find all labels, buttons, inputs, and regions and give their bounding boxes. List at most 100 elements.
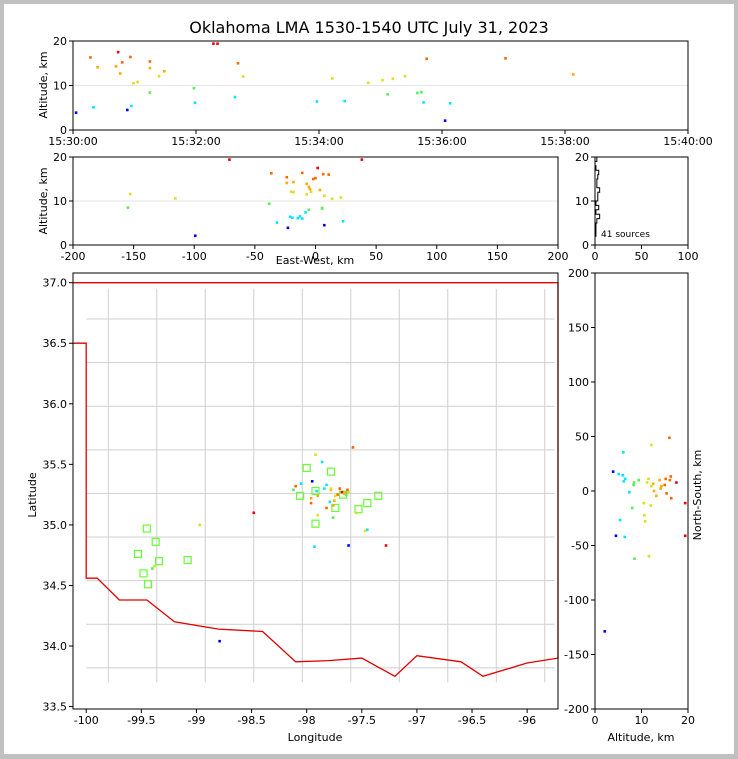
east-west-xlabel: East-West, km (276, 254, 354, 267)
time-height-point (236, 61, 240, 65)
east-west-point (323, 194, 326, 198)
north-south-point (669, 475, 673, 478)
plan-view-point (252, 511, 256, 515)
latitude-ytick-label: 36.0 (43, 398, 68, 411)
east-west-point (320, 207, 324, 210)
plan-view-point (331, 504, 335, 507)
north-south-point (651, 482, 655, 486)
lma-station-marker (295, 491, 305, 500)
lma-station-marker (302, 463, 311, 473)
time-height-point (216, 42, 219, 45)
north-south-point (622, 450, 625, 454)
time-height-point (148, 91, 152, 94)
plan-view-point (332, 499, 336, 502)
east-west-point (300, 171, 304, 175)
time-height-ytick-label: 10 (53, 80, 67, 93)
north-south-ytick-label: -150 (564, 649, 589, 662)
time-xtick-label: 15:38:00 (540, 135, 589, 148)
east-west-xtick-label: -200 (61, 250, 86, 263)
east-west-xtick-label: 150 (487, 250, 508, 263)
east-west-point (289, 190, 293, 194)
east-west-ytick-label: 10 (53, 195, 67, 208)
plan-view-point (329, 487, 333, 490)
lma-station-marker (142, 524, 151, 533)
plan-view-point (294, 484, 297, 488)
plan-view-point (351, 446, 355, 449)
north-south-point (632, 481, 636, 484)
north-south-point (669, 496, 673, 500)
north-south-ylabel: North-South, km (691, 450, 704, 541)
time-height-panel: Altitude, km 15:30:00 15:32:00 15:34:00 15:… (37, 35, 713, 148)
time-height-ylabel: Altitude, km (37, 51, 50, 118)
lma-figure: Oklahoma LMA 1530-1540 UTC July 31, 2023… (26, 18, 713, 744)
time-height-point (315, 100, 319, 103)
source-count-label: 41 sources (601, 230, 650, 240)
latitude-ytick-label: 34.5 (43, 579, 68, 592)
plan-view-point (309, 501, 313, 505)
north-south-point (637, 478, 641, 482)
east-west-xtick-label: -150 (121, 250, 146, 263)
east-west-point (292, 190, 295, 194)
time-height-point (193, 101, 197, 105)
east-west-xtick-label: -50 (246, 250, 264, 263)
north-south-ytick-label: 0 (582, 485, 589, 498)
lma-station-marker (326, 467, 336, 476)
east-west-point (126, 206, 130, 209)
latitude-ytick-label: 33.5 (43, 701, 68, 714)
time-height-point (386, 93, 389, 96)
east-west-xtick-label: -100 (182, 250, 207, 263)
lma-station-marker (311, 486, 320, 496)
plan-view-point (323, 487, 326, 490)
east-west-point (311, 177, 315, 181)
lma-station-marker (143, 580, 153, 589)
plan-xlabel: Longitude (288, 731, 343, 744)
north-south-xtick-label: 0 (592, 714, 599, 727)
plan-view-point (354, 511, 358, 515)
north-south-point (623, 477, 627, 481)
longitude-xtick-label: -98.5 (237, 714, 265, 727)
time-height-point (391, 77, 395, 81)
histogram-ytick-label: 10 (575, 195, 589, 208)
north-south-point (659, 487, 662, 490)
time-height-point (241, 75, 245, 78)
north-south-ytick-label: -200 (564, 703, 589, 716)
plan-ylabel: Latitude (26, 472, 39, 518)
north-south-xtick-label: 10 (635, 714, 649, 727)
plan-view-point (315, 489, 318, 493)
north-south-point (632, 483, 635, 487)
plan-view-point (345, 493, 348, 496)
east-west-point (285, 181, 289, 185)
east-west-point (307, 185, 311, 189)
histogram-ytick-label: 0 (582, 239, 589, 252)
plan-view-point (314, 453, 317, 456)
north-south-point (663, 483, 667, 487)
plan-view-point (218, 639, 221, 643)
east-west-xtick-label: 50 (369, 250, 383, 263)
longitude-xtick-label: -98 (298, 714, 316, 727)
time-height-point (422, 101, 425, 104)
plan-view-point (342, 492, 346, 495)
north-south-point (611, 470, 615, 473)
north-south-point (649, 443, 653, 447)
north-south-point (617, 472, 621, 476)
north-south-ytick-label: 50 (575, 431, 589, 444)
east-west-point (314, 176, 317, 180)
north-south-point (643, 519, 647, 523)
time-height-point (148, 60, 152, 63)
latitude-ytick-label: 35.5 (43, 458, 68, 471)
time-height-point (212, 42, 215, 45)
plan-view-point (336, 493, 339, 496)
time-height-point (420, 90, 423, 94)
east-west-point (285, 175, 289, 179)
time-height-point (448, 102, 452, 105)
east-west-point (174, 197, 177, 200)
time-height-point (130, 104, 133, 108)
east-west-xtick-label: 100 (426, 250, 447, 263)
plan-view-point (310, 480, 314, 483)
time-height-point (126, 108, 129, 112)
north-south-point (675, 481, 678, 484)
plan-view-point (346, 488, 349, 492)
plan-view-point (320, 460, 324, 464)
north-south-point (664, 477, 667, 481)
east-west-point (341, 219, 345, 223)
